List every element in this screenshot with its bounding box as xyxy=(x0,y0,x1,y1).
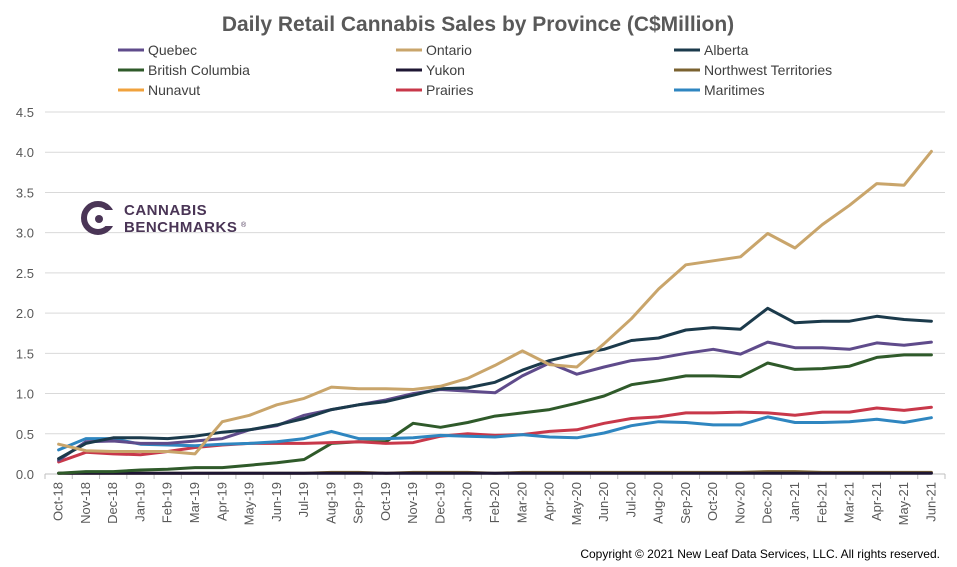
x-tick-label: Dec-19 xyxy=(432,482,447,524)
x-tick-label: Feb-19 xyxy=(160,482,175,523)
x-axis: Oct-18 Nov-18 Dec-18 Jan-19 Feb-19 Mar-19 Apr-… xyxy=(44,473,946,525)
x-tick-label: Feb-20 xyxy=(487,482,502,523)
y-tick-label: 4.5 xyxy=(16,105,34,120)
x-tick-label: Jul-20 xyxy=(623,482,638,517)
x-tick-label: Apr-19 xyxy=(214,482,229,521)
copyright-notice: Copyright © 2021 New Leaf Data Services,… xyxy=(580,547,940,561)
x-tick-label: Sep-20 xyxy=(678,482,693,524)
x-tick-label: Jun-20 xyxy=(596,482,611,522)
series-line-british-columbia xyxy=(57,353,933,475)
legend-label: Prairies xyxy=(426,82,473,98)
y-tick-label: 3.0 xyxy=(16,226,34,241)
x-tick-label: Mar-21 xyxy=(842,482,857,523)
x-tick-label: Nov-20 xyxy=(732,482,747,524)
y-tick-label: 3.5 xyxy=(16,185,34,200)
x-tick-label: Jun-21 xyxy=(923,482,938,522)
legend-label: Northwest Territories xyxy=(704,62,832,78)
series-line-alberta xyxy=(57,306,933,461)
x-tick-label: May-21 xyxy=(896,482,911,525)
y-tick-label: 2.0 xyxy=(16,306,34,321)
x-tick-label: Oct-20 xyxy=(705,482,720,521)
y-axis: 0.0 0.5 1.0 1.5 2.0 2.5 3.0 3.5 4.0 4.5 xyxy=(16,105,34,482)
x-tick-label: Dec-18 xyxy=(105,482,120,524)
legend-label: Alberta xyxy=(704,42,749,58)
x-tick-label: Nov-18 xyxy=(78,482,93,524)
x-tick-label: Apr-21 xyxy=(869,482,884,521)
y-tick-label: 0.0 xyxy=(16,467,34,482)
x-tick-label: Jan-19 xyxy=(132,482,147,522)
legend-label: Maritimes xyxy=(704,82,765,98)
series-line-ontario xyxy=(57,149,933,456)
x-tick-label: Apr-20 xyxy=(542,482,557,521)
y-tick-label: 4.0 xyxy=(16,145,34,160)
legend-label: British Columbia xyxy=(148,62,250,78)
x-tick-label: May-19 xyxy=(242,482,257,525)
x-tick-label: Aug-19 xyxy=(323,482,338,524)
logo-registered-mark: ® xyxy=(241,221,247,229)
x-tick-label: Jul-19 xyxy=(296,482,311,517)
x-tick-label: Jun-19 xyxy=(269,482,284,522)
legend-label: Yukon xyxy=(426,62,465,78)
y-tick-label: 1.0 xyxy=(16,387,34,402)
legend: Quebec Ontario Alberta British Columbia Yuko… xyxy=(118,42,832,98)
x-tick-label: Jan-20 xyxy=(460,482,475,522)
logo-line2: BENCHMARKS xyxy=(124,219,237,236)
legend-label: Ontario xyxy=(426,42,472,58)
series-line-quebec xyxy=(57,340,933,462)
legend-label: Nunavut xyxy=(148,82,200,98)
y-tick-label: 0.5 xyxy=(16,427,34,442)
logo-mark-dot xyxy=(95,215,103,223)
cannabis-benchmarks-logo: CANNABIS BENCHMARKS ® xyxy=(81,201,247,236)
x-tick-label: Mar-20 xyxy=(514,482,529,523)
chart-title: Daily Retail Cannabis Sales by Province … xyxy=(222,13,734,36)
legend-label: Quebec xyxy=(148,42,197,58)
x-tick-label: Aug-20 xyxy=(651,482,666,524)
gridlines xyxy=(45,111,945,435)
x-tick-label: Mar-19 xyxy=(187,482,202,523)
logo-mark-gap xyxy=(104,210,116,226)
x-tick-label: Sep-19 xyxy=(351,482,366,524)
logo-line1: CANNABIS xyxy=(124,202,207,219)
x-tick-label: Oct-18 xyxy=(51,482,66,521)
y-tick-label: 2.5 xyxy=(16,266,34,281)
x-tick-label: Feb-21 xyxy=(814,482,829,523)
x-tick-label: Dec-20 xyxy=(760,482,775,524)
x-tick-label: Nov-19 xyxy=(405,482,420,524)
x-tick-label: May-20 xyxy=(569,482,584,525)
y-tick-label: 1.5 xyxy=(16,346,34,361)
x-tick-label: Oct-19 xyxy=(378,482,393,521)
x-tick-label: Jan-21 xyxy=(787,482,802,522)
series-lines xyxy=(57,149,933,475)
